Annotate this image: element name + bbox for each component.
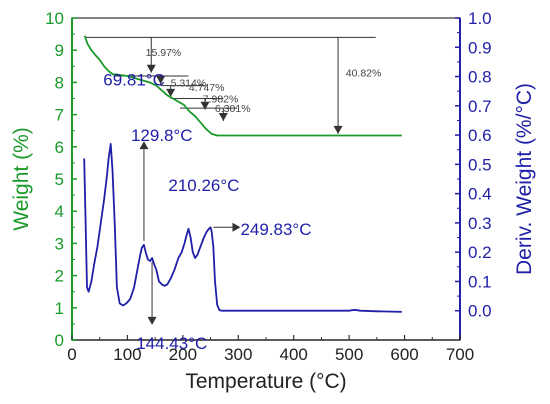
peak-temperature-label: 129.8°C [131, 126, 193, 145]
weight-loss-label: 6.301% [215, 103, 251, 115]
right-tick-label: 0.5 [468, 155, 492, 174]
arrowhead [147, 316, 157, 325]
derivative-curve [83, 143, 402, 313]
weight-curve [83, 35, 402, 137]
peak-temperature-label: 69.81°C [103, 70, 165, 89]
peak-arrows [139, 141, 241, 325]
left-tick-label: 10 [45, 9, 64, 28]
left-tick-label: 0 [55, 331, 64, 350]
x-tick-label: 200 [169, 345, 197, 364]
left-tick-label: 2 [55, 267, 64, 286]
right-tick-label: 0.0 [468, 302, 492, 321]
right-tick-label: 0.8 [468, 68, 492, 87]
arrowhead [218, 113, 228, 122]
arrowhead [200, 101, 210, 110]
right-tick-label: 0.2 [468, 243, 492, 262]
x-tick-label: 100 [113, 345, 141, 364]
left-axis-ticks: 0 1 2 3 4 5 6 7 8 9 10 [45, 9, 77, 350]
left-tick-label: 6 [55, 138, 64, 157]
weight-loss-markers [85, 36, 376, 134]
right-tick-label: 0.1 [468, 272, 492, 291]
left-tick-label: 4 [55, 202, 64, 221]
weight-loss-label: 7.982% [203, 94, 239, 106]
x-axis-ticks: 0 100 200 300 400 500 600 700 [67, 335, 474, 364]
right-tick-label: 1.0 [468, 9, 492, 28]
right-tick-label: 0.4 [468, 185, 492, 204]
x-tick-label: 400 [280, 345, 308, 364]
left-axis-title: Weight (%) [10, 127, 33, 230]
right-tick-label: 0.3 [468, 214, 492, 233]
x-tick-label: 0 [67, 345, 76, 364]
arrowhead [232, 222, 241, 232]
arrowhead [333, 125, 343, 134]
right-axis-title: Deriv. Weight (%/°C) [513, 83, 536, 275]
x-tick-label: 300 [224, 345, 252, 364]
left-tick-label: 1 [55, 299, 64, 318]
x-axis-title: Temperature (°C) [185, 370, 346, 393]
left-tick-label: 7 [55, 106, 64, 125]
arrowhead [139, 141, 149, 150]
plot-frame [71, 17, 461, 341]
right-tick-label: 0.6 [468, 126, 492, 145]
left-tick-label: 9 [55, 41, 64, 60]
weight-loss-label: 5.314% [171, 77, 207, 89]
right-axis-ticks: 0.0 0.1 0.2 0.3 0.4 0.5 0.6 0.7 0.8 0.9 1.0 [455, 9, 492, 321]
arrowhead [166, 88, 176, 97]
plot-area-border [71, 17, 461, 341]
x-tick-label: 600 [390, 345, 418, 364]
left-tick-label: 8 [55, 73, 64, 92]
weight-loss-label: 40.82% [346, 68, 382, 80]
right-tick-label: 0.7 [468, 97, 492, 116]
peak-temperature-label: 210.26°C [168, 176, 239, 195]
series-layer [83, 35, 402, 313]
right-tick-label: 0.9 [468, 38, 492, 57]
peak-temperature-label: 249.83°C [240, 220, 311, 239]
weight-loss-label: 4.747% [189, 82, 225, 94]
x-tick-label: 700 [446, 345, 474, 364]
x-tick-label: 500 [335, 345, 363, 364]
annotation-labels: 15.97% 5.314%4.747%7.982%6.301% 40.82% 69.8… [103, 47, 381, 353]
peak-temperature-label: 144.43°C [136, 334, 207, 353]
weight-loss-label: 15.97% [146, 47, 182, 59]
arrowhead [146, 64, 156, 73]
arrowhead [156, 76, 166, 85]
left-tick-label: 5 [55, 170, 64, 189]
left-tick-label: 3 [55, 234, 64, 253]
